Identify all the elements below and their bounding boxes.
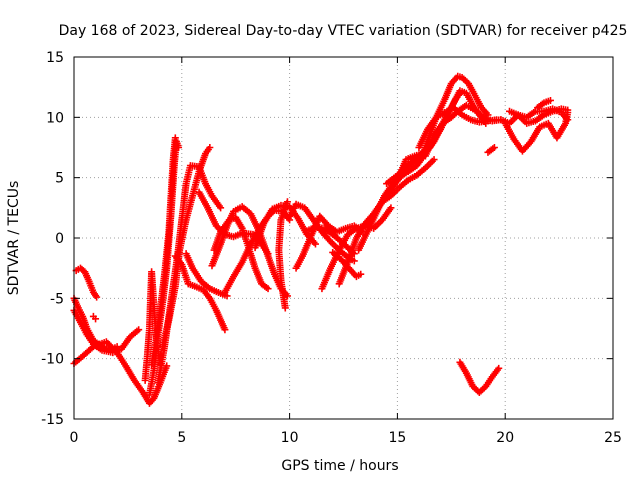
x-tick-label: 0: [70, 430, 79, 446]
y-tick-label: -15: [41, 412, 64, 428]
data-point: [564, 106, 572, 114]
data-point: [206, 144, 214, 151]
axis-ticks: 0 5 10 15 20 25 -15 -10 -5 0 5 10 15: [41, 50, 622, 446]
series-arc25: [361, 156, 438, 230]
data-point: [311, 240, 319, 248]
data-point: [92, 315, 100, 323]
series-arc12: [182, 250, 231, 300]
data-point: [546, 96, 554, 104]
series-arc05: [141, 268, 164, 384]
series-arc35: [534, 96, 554, 112]
data-point: [223, 292, 231, 300]
data-point: [264, 285, 272, 293]
series-arc17: [275, 198, 291, 312]
series-arc10: [171, 252, 229, 334]
y-tick-label: -5: [50, 291, 64, 307]
chart-title: Day 168 of 2023, Sidereal Day-to-day VTE…: [59, 23, 628, 39]
y-tick-label: -10: [41, 352, 64, 368]
data-point: [350, 257, 358, 265]
data-point: [93, 293, 101, 301]
x-tick-label: 15: [388, 430, 406, 446]
data-point: [490, 144, 498, 151]
series-arc18: [286, 200, 358, 265]
data-point: [387, 204, 395, 212]
data-point: [221, 326, 229, 334]
series-arc04: [70, 338, 171, 407]
x-tick-label: 10: [281, 430, 299, 446]
y-tick-label: 5: [55, 171, 64, 187]
data-point: [171, 134, 179, 142]
x-tick-label: 5: [177, 430, 186, 446]
series-arc31: [456, 358, 503, 396]
y-tick-label: 10: [46, 110, 64, 126]
series-arc01: [72, 264, 101, 301]
data-point: [357, 270, 365, 278]
data-point: [217, 204, 225, 212]
series-arc37: [89, 312, 100, 323]
series-arc34: [506, 105, 572, 127]
x-tick-label: 20: [496, 430, 514, 446]
series-arc14: [210, 213, 272, 293]
y-tick-label: 0: [55, 231, 64, 247]
data-point: [495, 364, 503, 372]
data-points: [70, 72, 572, 407]
x-tick-label: 25: [604, 430, 622, 446]
x-axis-label: GPS time / hours: [281, 458, 398, 474]
series-arc30: [415, 104, 501, 151]
y-axis-label: SDTVAR / TECUs: [6, 181, 22, 296]
series-arc36: [484, 144, 498, 156]
data-point: [430, 156, 438, 164]
data-point: [283, 198, 291, 206]
data-point: [175, 144, 183, 151]
series-arc07: [148, 134, 179, 369]
series-arc09: [158, 144, 214, 351]
y-tick-label: 15: [46, 50, 64, 66]
data-point: [135, 326, 143, 334]
